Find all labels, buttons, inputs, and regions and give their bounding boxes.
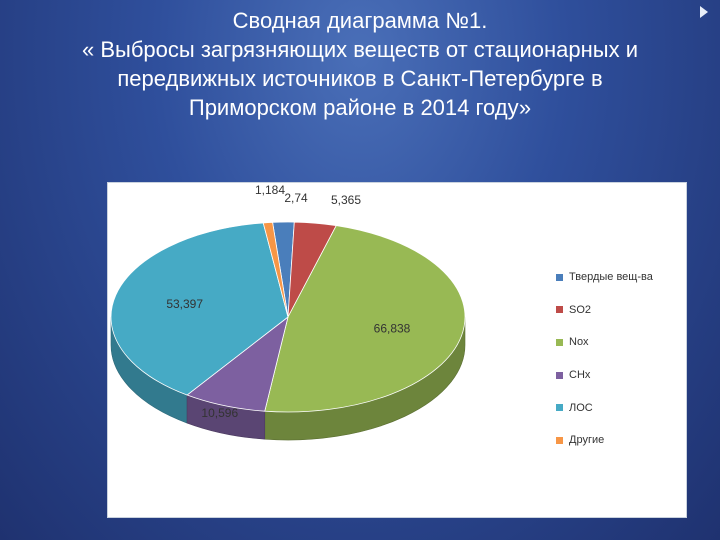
legend-label-1: SO2: [569, 303, 592, 316]
slide-bullet-marker: [700, 6, 708, 18]
legend-swatch-2: [556, 338, 563, 346]
data-label-2: 66,838: [374, 322, 411, 336]
chart-legend: Твердые вещ-ва SO2 Nox CHx ЛОС Другие: [556, 261, 686, 457]
pie-slice-2: [264, 225, 466, 413]
data-label-4: 53,397: [166, 297, 203, 311]
data-label-0: 2,74: [284, 191, 308, 205]
title-line-3: передвижных источников в Санкт-Петербург…: [117, 66, 603, 91]
legend-swatch-0: [556, 273, 563, 281]
pie-chart: 2,74 5,365 66,838 10,596 53,397 1,184: [110, 183, 466, 441]
data-label-1: 5,365: [331, 193, 361, 207]
legend-label-0: Твердые вещ-ва: [569, 271, 653, 284]
slide-title: Сводная диаграмма №1. « Выбросы загрязня…: [20, 6, 700, 122]
legend-label-3: CHx: [569, 369, 591, 382]
legend-swatch-3: [556, 371, 563, 379]
legend-item-4: ЛОС: [556, 391, 686, 424]
legend-label-4: ЛОС: [569, 401, 593, 414]
legend-item-5: Другие: [556, 424, 686, 457]
pie-slice-4: [110, 222, 289, 396]
pie-slice-5: [262, 221, 289, 318]
legend-swatch-5: [556, 436, 563, 444]
legend-item-1: SO2: [556, 294, 686, 327]
legend-item-0: Твердые вещ-ва: [556, 261, 686, 294]
data-label-3: 10,596: [201, 406, 238, 420]
legend-swatch-4: [556, 404, 563, 412]
legend-swatch-1: [556, 306, 563, 314]
title-line-4: Приморском районе в 2014 году»: [188, 95, 532, 120]
data-label-5: 1,184: [255, 183, 285, 197]
legend-label-2: Nox: [569, 336, 589, 349]
legend-label-5: Другие: [569, 434, 605, 447]
legend-item-2: Nox: [556, 326, 686, 359]
chart-panel: 2,74 5,365 66,838 10,596 53,397 1,184 Твердые…: [107, 182, 687, 518]
title-line-1: Сводная диаграмма №1.: [232, 8, 488, 33]
title-line-2: « Выбросы загрязняющих веществ от стацио…: [82, 37, 638, 62]
legend-item-3: CHx: [556, 359, 686, 392]
